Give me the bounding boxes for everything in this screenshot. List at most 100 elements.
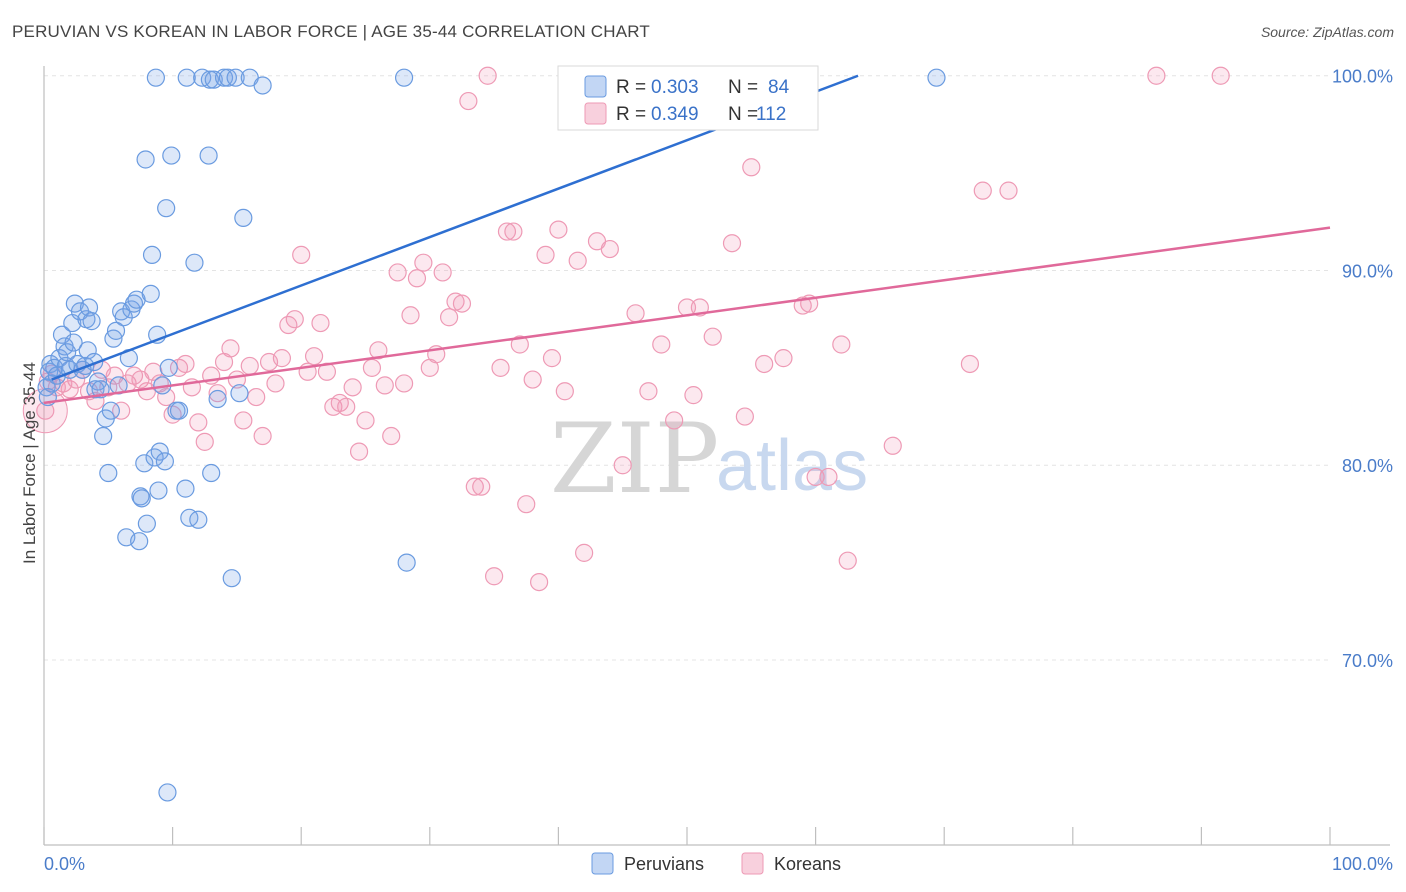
y-tick-label-1: 80.0% (1342, 456, 1393, 476)
peruvian-point-57 (162, 146, 181, 165)
peruvian-point-22 (79, 298, 99, 317)
peruvian-point-78 (234, 208, 253, 228)
peruvian-point-30 (99, 463, 118, 483)
korean-point-76 (517, 495, 536, 514)
korean-point-100 (774, 349, 793, 368)
series-legend: Peruvians Koreans (591, 852, 841, 875)
y-tick-labels: 70.0% 80.0% 90.0% 100.0% (1332, 67, 1393, 671)
korean-point-87 (613, 456, 632, 475)
peruvian-point-70 (200, 70, 219, 89)
peruvian-point-44 (132, 489, 151, 508)
peruvian-point-23 (82, 312, 101, 331)
y-tick-label-0: 70.0% (1342, 651, 1393, 671)
korean-point-112 (1147, 66, 1166, 85)
korean-point-53 (369, 341, 388, 360)
peruvian-point-84 (158, 783, 177, 802)
source-credit: Source: ZipAtlas.com (1260, 24, 1394, 40)
peruvian-point-75 (222, 569, 241, 588)
korean-point-63 (433, 263, 452, 282)
korean-point-81 (549, 220, 568, 239)
peruvian-n-value: 84 (768, 77, 790, 98)
peruvian-point-60 (169, 401, 189, 420)
peruvian-point-65 (146, 68, 165, 87)
x-tick-label-1: 100.0% (1332, 854, 1393, 874)
x-tick-labels: 0.0% 100.0% (44, 854, 1393, 874)
korean-point-106 (832, 335, 851, 354)
peruvian-point-52 (150, 442, 169, 461)
korean-points (22, 66, 1230, 592)
peruvian-n-label: N = (728, 77, 758, 98)
peruvian-point-45 (135, 454, 154, 473)
korean-point-20 (157, 387, 176, 407)
peruvian-point-80 (253, 76, 272, 95)
korean-point-67 (459, 91, 478, 111)
peruvian-point-48 (141, 284, 160, 303)
korean-point-73 (497, 222, 517, 241)
korean-point-107 (838, 551, 857, 570)
korean-point-56 (388, 263, 407, 282)
chart-title: PERUVIAN VS KOREAN IN LABOR FORCE | AGE … (12, 22, 650, 41)
y-axis-label: In Labor Force | Age 35-44 (20, 362, 39, 564)
korean-point-97 (735, 407, 754, 426)
korean-point-86 (600, 239, 619, 259)
korean-point-113 (1211, 66, 1230, 85)
peruvian-point-50 (145, 448, 164, 467)
korean-point-82 (555, 382, 574, 401)
korean-point-78 (530, 572, 549, 592)
korean-point-90 (652, 335, 671, 354)
y-tick-label-3: 100.0% (1332, 67, 1393, 87)
korean-point-68 (465, 477, 484, 496)
korean-point-48 (337, 397, 356, 416)
korean-point-52 (362, 358, 382, 377)
legend-koreans-swatch (741, 852, 764, 875)
korean-point-108 (883, 436, 902, 455)
korean-point-65 (446, 292, 465, 311)
peruvian-point-47 (137, 514, 156, 533)
peruvian-point-28 (94, 426, 113, 446)
korean-point-34 (247, 387, 266, 407)
peruvian-point-82 (397, 553, 416, 572)
korean-point-35 (253, 426, 272, 446)
korean-point-60 (414, 253, 433, 272)
peruvian-point-66 (189, 510, 208, 529)
peruvian-point-64 (177, 68, 196, 87)
korean-point-105 (819, 467, 838, 487)
korean-point-70 (478, 66, 497, 85)
korean-r-value: 0.349 (651, 104, 699, 125)
korean-point-91 (665, 411, 684, 430)
korean-point-110 (973, 181, 992, 200)
korean-point-95 (703, 327, 722, 346)
korean-point-40 (285, 310, 304, 329)
axes (43, 66, 1390, 846)
korean-point-77 (523, 370, 542, 389)
korean-point-96 (722, 234, 742, 253)
peruvian-point-83 (927, 68, 946, 87)
korean-point-28 (208, 384, 227, 403)
korean-point-109 (960, 354, 980, 374)
korean-point-83 (568, 251, 587, 270)
korean-point-55 (382, 426, 401, 446)
korean-point-74 (504, 222, 523, 241)
korean-n-label: N = (728, 104, 758, 125)
korean-point-75 (510, 335, 529, 354)
korean-point-32 (234, 411, 253, 430)
korean-point-49 (343, 378, 362, 397)
peruvian-point-31 (101, 401, 120, 420)
peruvian-point-69 (202, 463, 221, 483)
peruvian-point-74 (218, 68, 237, 87)
korean-point-104 (806, 467, 825, 487)
stats-legend-box (557, 65, 819, 131)
peruvian-point-11 (58, 343, 77, 362)
korean-point-64 (439, 308, 459, 327)
korean-point-111 (999, 181, 1018, 200)
peruvian-point-56 (159, 358, 178, 377)
korean-point-38 (272, 349, 292, 368)
peruvian-swatch (584, 75, 607, 98)
peruvian-point-46 (136, 150, 155, 169)
korean-point-54 (375, 376, 394, 395)
peruvian-point-62 (180, 508, 199, 527)
korean-point-84 (575, 543, 594, 562)
peruvian-point-42 (130, 532, 149, 551)
watermark-zip: ZIP (550, 403, 719, 515)
